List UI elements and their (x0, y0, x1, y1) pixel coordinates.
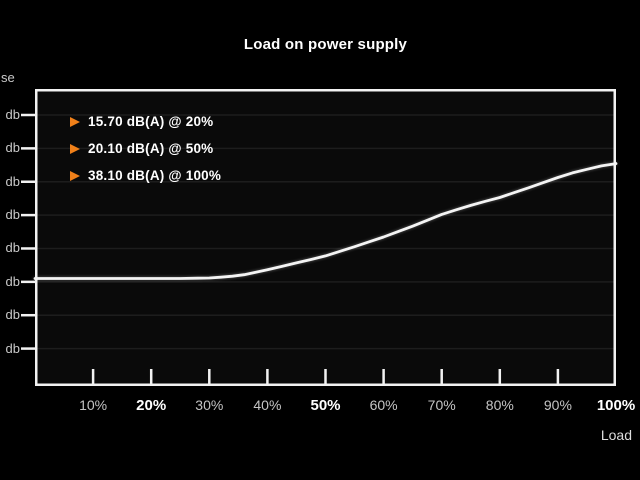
x-tick-label: 60% (369, 397, 398, 413)
y-axis-title-fragment: se (1, 70, 15, 85)
y-tick-label: db (5, 340, 20, 356)
arrow-right-icon (70, 116, 80, 127)
x-tick-label: 70% (427, 397, 456, 413)
x-axis-label: Load (600, 427, 632, 443)
x-tick-label: 80% (485, 397, 514, 413)
chart-title: Load on power supply (243, 36, 408, 53)
x-tick-label: 50% (310, 397, 341, 414)
x-tick-label: 40% (253, 397, 282, 413)
annotations-list: 15.70 dB(A) @ 20% 20.10 dB(A) @ 50% 38.1… (70, 108, 221, 189)
y-tick-label: db (5, 207, 20, 223)
arrow-right-icon (70, 143, 80, 154)
arrow-right-icon (70, 170, 80, 181)
y-tick-label: db (5, 273, 20, 289)
x-tick-label: 100% (596, 397, 636, 414)
plot-background (35, 89, 616, 386)
x-tick-label: 90% (543, 397, 572, 413)
plot-border (35, 89, 616, 386)
x-tick-label: 10% (79, 397, 108, 413)
annotation-row: 15.70 dB(A) @ 20% (70, 108, 221, 135)
y-tick-label: db (5, 107, 20, 122)
annotation-row: 20.10 dB(A) @ 50% (70, 135, 221, 162)
annotation-label: 20.10 dB(A) @ 50% (88, 141, 214, 156)
y-tick-label: db (5, 307, 20, 323)
y-tick-label: db (5, 140, 20, 156)
annotation-label: 38.10 dB(A) @ 100% (88, 168, 222, 183)
x-tick-label: 30% (195, 397, 224, 413)
x-tick-label: 20% (136, 397, 167, 414)
annotation-label: 15.70 dB(A) @ 20% (88, 114, 214, 129)
annotation-row: 38.10 dB(A) @ 100% (70, 162, 221, 189)
noise-curve (33, 162, 618, 280)
y-tick-label: db (5, 173, 20, 189)
y-tick-label: db (5, 240, 20, 256)
